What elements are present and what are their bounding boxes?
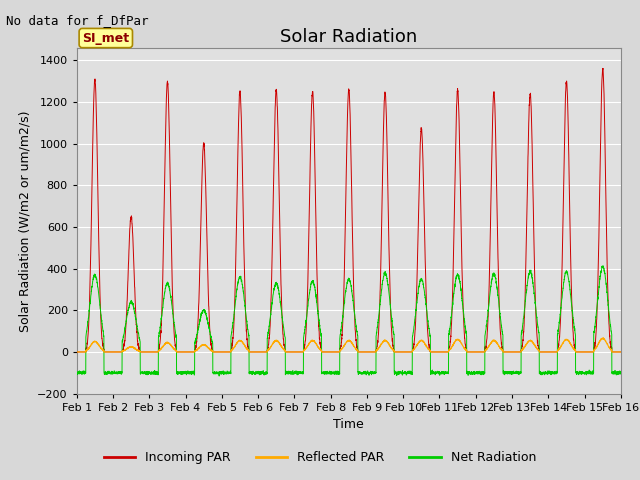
Y-axis label: Solar Radiation (W/m2 or um/m2/s): Solar Radiation (W/m2 or um/m2/s) xyxy=(19,110,32,332)
Legend: Incoming PAR, Reflected PAR, Net Radiation: Incoming PAR, Reflected PAR, Net Radiati… xyxy=(99,446,541,469)
X-axis label: Time: Time xyxy=(333,418,364,431)
Text: No data for f_DfPar: No data for f_DfPar xyxy=(6,14,149,27)
Text: SI_met: SI_met xyxy=(82,32,129,45)
Title: Solar Radiation: Solar Radiation xyxy=(280,28,417,47)
